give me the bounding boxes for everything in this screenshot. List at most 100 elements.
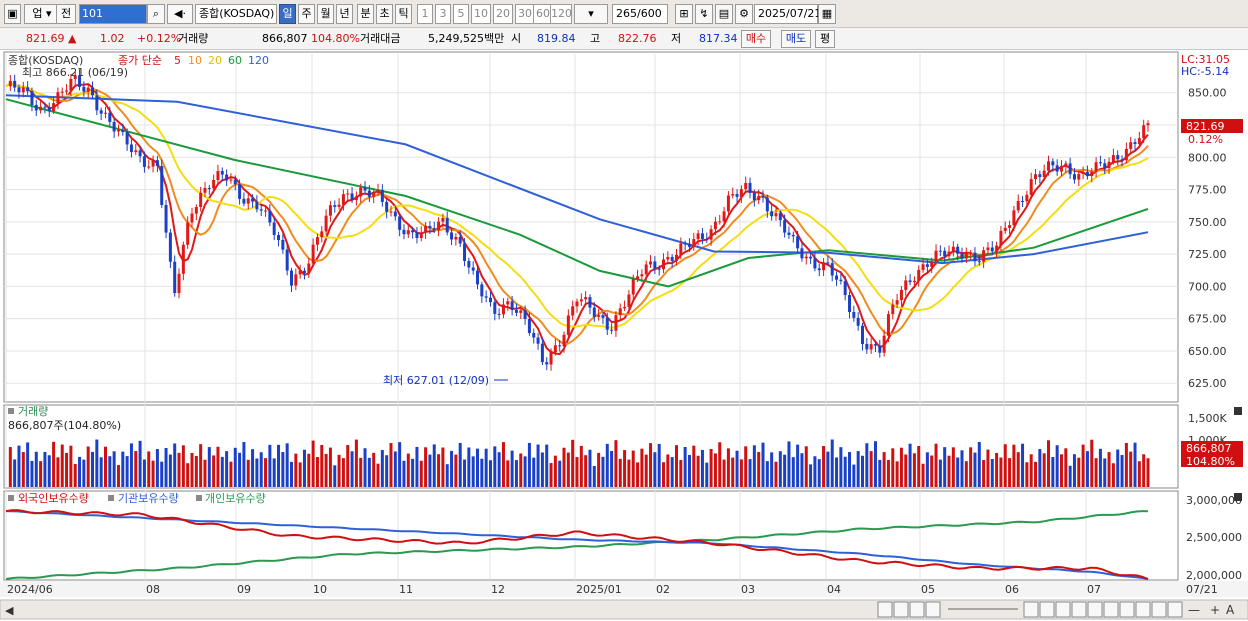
candle-body bbox=[324, 215, 328, 232]
volume-bar bbox=[43, 451, 47, 487]
tool-button-1[interactable] bbox=[1023, 601, 1039, 618]
period-minute[interactable]: 분 bbox=[357, 4, 374, 24]
period-day[interactable]: 일 bbox=[279, 4, 296, 24]
candle-body bbox=[601, 315, 605, 318]
candle-body bbox=[1012, 210, 1016, 226]
period-month[interactable]: 월 bbox=[317, 4, 334, 24]
ma-120-label: 120 bbox=[248, 54, 269, 67]
calendar-icon[interactable]: ▦ bbox=[818, 4, 836, 24]
volume-bar bbox=[597, 452, 601, 487]
period-year[interactable]: 년 bbox=[336, 4, 353, 24]
zoom-out-icon[interactable]: — bbox=[1188, 603, 1200, 617]
candle-body bbox=[216, 171, 220, 181]
tool-button-9[interactable] bbox=[1151, 601, 1167, 618]
tool-button-5[interactable] bbox=[1087, 601, 1103, 618]
chart-type-icon[interactable]: ⊞ bbox=[675, 4, 693, 24]
scroll-left-icon[interactable]: ◀ bbox=[5, 604, 14, 617]
count-10[interactable]: 10 bbox=[471, 4, 491, 24]
tool-button-8[interactable] bbox=[1135, 601, 1151, 618]
tool-button-7[interactable] bbox=[1119, 601, 1135, 618]
candle-body bbox=[311, 244, 315, 264]
tool-button-2[interactable] bbox=[1039, 601, 1055, 618]
candle-body bbox=[809, 256, 813, 259]
volume-bar bbox=[315, 457, 319, 487]
volume-bar bbox=[861, 455, 864, 487]
count-30[interactable]: 30 bbox=[515, 4, 535, 24]
candle-body bbox=[973, 252, 977, 262]
candle-body bbox=[155, 160, 159, 166]
candle-body bbox=[990, 247, 994, 252]
stock-chart-svg[interactable]: 종합(KOSDAQ) 종가 단순 5 10 20 60 120 최고 866.2… bbox=[0, 50, 1248, 621]
volume-bars bbox=[8, 439, 1150, 487]
buy-button[interactable]: 매수 bbox=[741, 30, 771, 48]
draw-icon[interactable]: ↯ bbox=[695, 4, 713, 24]
price-tick-label: 850.00 bbox=[1188, 87, 1227, 100]
rewind-button[interactable] bbox=[893, 601, 909, 618]
search-icon[interactable]: ⌕ bbox=[147, 4, 165, 24]
volume-bar bbox=[545, 444, 549, 487]
layout-icon[interactable]: ▣ bbox=[4, 4, 21, 24]
candle-body bbox=[112, 121, 116, 132]
volume-bar bbox=[99, 457, 103, 487]
count-dropdown[interactable]: ▾ bbox=[574, 4, 608, 24]
period-tick[interactable]: 틱 bbox=[395, 4, 412, 24]
volume-bar bbox=[501, 442, 505, 487]
volume-bar bbox=[510, 450, 514, 487]
zoom-in-icon[interactable]: + bbox=[1210, 603, 1220, 617]
candle-body bbox=[26, 87, 30, 92]
volume-bar bbox=[618, 458, 622, 487]
market-select[interactable]: 업 ▾ bbox=[24, 4, 60, 24]
candle-body bbox=[700, 233, 704, 239]
volume-bar bbox=[281, 452, 285, 487]
text-size-icon[interactable]: A bbox=[1226, 603, 1235, 617]
period-second[interactable]: 초 bbox=[376, 4, 393, 24]
candle-body bbox=[207, 187, 211, 189]
candle-body bbox=[212, 180, 216, 189]
volume-bar bbox=[735, 450, 739, 487]
bar-count-field[interactable]: 265/600 bbox=[612, 4, 668, 24]
volume-close-icon[interactable] bbox=[1234, 407, 1242, 415]
candle-body bbox=[921, 264, 925, 270]
period-week[interactable]: 주 bbox=[298, 4, 315, 24]
low-label: 저 bbox=[671, 32, 682, 45]
count-120[interactable]: 120 bbox=[550, 4, 572, 24]
count-1[interactable]: 1 bbox=[417, 4, 433, 24]
tool-button-3[interactable] bbox=[1055, 601, 1071, 618]
forward-button[interactable] bbox=[925, 601, 941, 618]
candle-body bbox=[359, 187, 363, 197]
settings-icon[interactable]: ⚙ bbox=[735, 4, 753, 24]
candle-body bbox=[917, 269, 921, 281]
symbol-input[interactable]: 101 bbox=[79, 4, 147, 24]
institution-label: 기관보유수량 bbox=[118, 492, 179, 505]
volume-bar bbox=[1098, 448, 1102, 487]
count-5[interactable]: 5 bbox=[453, 4, 469, 24]
volume-bar bbox=[203, 459, 207, 487]
candle-body bbox=[545, 362, 549, 365]
tool-button-4[interactable] bbox=[1071, 601, 1087, 618]
holding-close-icon[interactable] bbox=[1234, 493, 1242, 501]
tool-button-6[interactable] bbox=[1103, 601, 1119, 618]
sell-button[interactable]: 매도 bbox=[781, 30, 811, 48]
candle-body bbox=[238, 184, 242, 199]
count-3[interactable]: 3 bbox=[435, 4, 451, 24]
volume-bar bbox=[199, 444, 203, 487]
candle-body bbox=[91, 87, 95, 96]
candle-body bbox=[147, 166, 151, 168]
tool-button-10[interactable] bbox=[1167, 601, 1183, 618]
date-field[interactable]: 2025/07/21 bbox=[754, 4, 821, 24]
candle-body bbox=[597, 315, 601, 317]
scroll-right-button[interactable] bbox=[877, 601, 893, 618]
save-icon[interactable]: ▤ bbox=[715, 4, 733, 24]
prev-button[interactable]: 전 bbox=[56, 4, 76, 24]
volume-bar bbox=[886, 460, 890, 487]
count-20[interactable]: 20 bbox=[493, 4, 513, 24]
quote-bar: 821.69 ▲ 1.02 +0.12% 거래량 866,807 104.80%… bbox=[0, 28, 1248, 50]
avg-button[interactable]: 평 bbox=[815, 30, 835, 48]
stop-button[interactable] bbox=[909, 601, 925, 618]
sound-icon[interactable]: ◀· bbox=[167, 4, 193, 24]
x-axis-label: 08 bbox=[146, 583, 160, 596]
institution-legend-icon bbox=[108, 495, 114, 501]
ma-20-line bbox=[5, 82, 1149, 329]
candle-body bbox=[1008, 225, 1012, 228]
volume-bar bbox=[328, 447, 332, 487]
